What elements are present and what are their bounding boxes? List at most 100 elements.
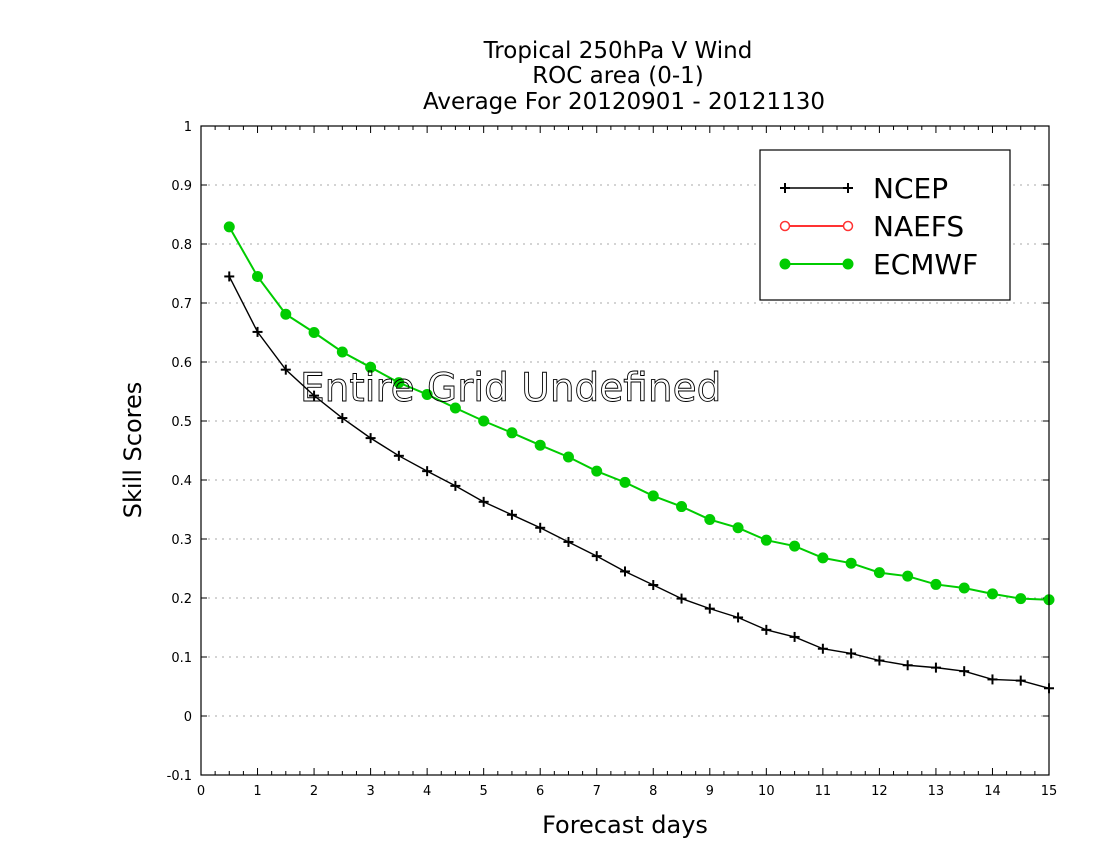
y-tick-label: 0.2 bbox=[171, 592, 192, 607]
data-point-ecmwf bbox=[252, 270, 264, 282]
data-point-ecmwf bbox=[223, 221, 235, 233]
data-point-ncep bbox=[930, 662, 941, 673]
data-point-ecmwf bbox=[676, 501, 688, 513]
data-point-ncep bbox=[846, 648, 857, 659]
legend-label-ecmwf: ECMWF bbox=[873, 248, 978, 281]
x-tick-label: 14 bbox=[984, 784, 1001, 799]
legend-marker-naefs bbox=[842, 220, 854, 232]
x-tick-label: 15 bbox=[1041, 784, 1058, 799]
series-line-ncep bbox=[228, 276, 1050, 689]
x-axis-title: Forecast days bbox=[542, 811, 708, 839]
x-tick-label: 13 bbox=[928, 784, 945, 799]
data-point-ncep bbox=[365, 433, 376, 444]
title-line-1: Tropical 250hPa V Wind bbox=[483, 38, 753, 64]
legend-label-ncep: NCEP bbox=[873, 172, 948, 205]
plot-frame bbox=[200, 125, 1050, 776]
legend: NCEP NAEFS ECMWF bbox=[759, 149, 1011, 301]
y-tick-label: 0.3 bbox=[171, 533, 192, 548]
data-point-ncep bbox=[478, 496, 489, 507]
y-tick-label: 1 bbox=[184, 120, 192, 135]
data-point-ncep bbox=[393, 450, 404, 461]
data-point-ncep bbox=[252, 326, 263, 337]
data-point-ecmwf bbox=[562, 451, 574, 463]
data-point-ecmwf bbox=[1015, 593, 1027, 605]
data-point-ecmwf bbox=[873, 567, 885, 579]
y-tick-label: -0.1 bbox=[167, 769, 192, 784]
data-point-ncep bbox=[1015, 675, 1026, 686]
legend-marker-naefs bbox=[779, 220, 791, 232]
y-tick-label: 0.6 bbox=[171, 356, 192, 371]
data-point-ecmwf bbox=[336, 346, 348, 358]
y-tick-label: 0 bbox=[184, 710, 192, 725]
data-point-ncep bbox=[280, 364, 291, 375]
data-point-ecmwf bbox=[817, 552, 829, 564]
y-tick-label: 0.5 bbox=[171, 415, 192, 430]
legend-item-ecmwf: ECMWF bbox=[779, 248, 978, 281]
data-point-ecmwf bbox=[760, 534, 772, 546]
y-tick-label: 0.1 bbox=[171, 651, 192, 666]
data-point-ecmwf bbox=[506, 427, 518, 439]
x-tick-label: 1 bbox=[253, 784, 261, 799]
data-point-ncep bbox=[789, 631, 800, 642]
data-point-ecmwf bbox=[958, 582, 970, 594]
x-tick-label: 9 bbox=[706, 784, 714, 799]
data-point-ncep bbox=[535, 522, 546, 533]
data-point-ecmwf bbox=[591, 465, 603, 477]
y-tick-label: 0.8 bbox=[171, 238, 192, 253]
x-tick-label: 6 bbox=[536, 784, 544, 799]
y-tick-label: 0.4 bbox=[171, 474, 192, 489]
data-point-ncep bbox=[704, 603, 715, 614]
data-point-ncep bbox=[309, 390, 320, 401]
data-point-ecmwf bbox=[789, 540, 801, 552]
title-line-2: ROC area (0-1) bbox=[532, 63, 704, 89]
data-point-ncep bbox=[620, 566, 630, 577]
series-ecmwf bbox=[223, 221, 1055, 606]
legend-item-naefs: NAEFS bbox=[779, 210, 964, 243]
x-tick-label: 5 bbox=[480, 784, 488, 799]
data-point-ecmwf bbox=[902, 570, 914, 582]
data-point-ncep bbox=[648, 580, 659, 591]
chart-title: Tropical 250hPa V Wind ROC area (0-1) Av… bbox=[423, 38, 825, 115]
y-tick-label: 0.7 bbox=[171, 297, 192, 312]
series-ncep bbox=[224, 271, 1054, 694]
data-point-ncep bbox=[987, 674, 998, 685]
x-tick-label: 4 bbox=[423, 784, 431, 799]
legend-marker-ecmwf bbox=[779, 258, 791, 270]
x-tick-label: 0 bbox=[197, 784, 205, 799]
x-tick-label: 8 bbox=[649, 784, 657, 799]
data-point-ecmwf bbox=[449, 402, 461, 414]
data-point-ncep bbox=[817, 643, 828, 654]
data-point-ecmwf bbox=[393, 377, 405, 389]
data-point-ecmwf bbox=[986, 588, 998, 600]
data-point-ecmwf bbox=[930, 578, 942, 590]
data-point-ecmwf bbox=[308, 327, 320, 338]
y-tick-label: 0.9 bbox=[171, 179, 192, 194]
data-point-ncep bbox=[591, 551, 602, 562]
legend-label-naefs: NAEFS bbox=[873, 210, 964, 243]
undefined-grid-annotation: Entire Grid Undefined bbox=[300, 366, 721, 411]
legend-marker-ncep bbox=[843, 183, 853, 193]
data-point-ecmwf bbox=[619, 476, 631, 488]
legend-marker-ncep bbox=[780, 183, 790, 193]
data-point-ecmwf bbox=[478, 415, 490, 427]
data-point-ncep bbox=[676, 593, 687, 604]
data-point-ncep bbox=[874, 655, 885, 666]
legend-marker-ecmwf bbox=[842, 258, 854, 270]
data-point-ncep bbox=[337, 413, 348, 424]
data-point-ncep bbox=[422, 466, 433, 477]
data-point-ncep bbox=[506, 509, 517, 520]
x-tick-label: 2 bbox=[310, 784, 318, 799]
legend-item-ncep: NCEP bbox=[780, 172, 948, 205]
data-point-ecmwf bbox=[732, 522, 744, 534]
data-point-ecmwf bbox=[845, 557, 857, 569]
x-tick-label: 10 bbox=[758, 784, 775, 799]
data-point-ncep bbox=[761, 624, 772, 635]
data-point-ncep bbox=[959, 666, 970, 677]
data-point-ncep bbox=[733, 612, 744, 623]
data-point-ecmwf bbox=[647, 490, 659, 502]
data-point-ecmwf bbox=[280, 308, 292, 320]
x-tick-label: 3 bbox=[366, 784, 374, 799]
data-point-ecmwf bbox=[704, 514, 716, 526]
title-line-3: Average For 20120901 - 20121130 bbox=[423, 89, 825, 115]
